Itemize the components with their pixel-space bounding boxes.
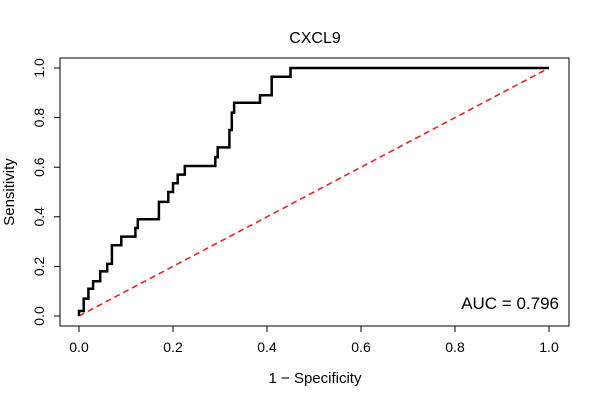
x-tick-label: 0.4 xyxy=(257,339,277,355)
x-tick-label: 0.6 xyxy=(351,339,371,355)
x-axis: 0.0 0.2 0.4 0.6 0.8 1.0 xyxy=(69,325,559,355)
chart-title: CXCL9 xyxy=(289,30,341,47)
x-tick-label: 0.0 xyxy=(69,339,89,355)
roc-curve-line xyxy=(77,66,549,316)
x-tick-label: 0.8 xyxy=(445,339,465,355)
y-tick-label: 0.2 xyxy=(31,256,47,276)
x-axis-label: 1 − Specificity xyxy=(269,370,362,387)
reference-diagonal-line xyxy=(78,67,550,317)
y-tick-label: 0.4 xyxy=(31,207,47,227)
y-tick-label: 1.0 xyxy=(31,58,47,78)
x-tick-label: 0.2 xyxy=(163,339,183,355)
y-axis: 0.0 0.2 0.4 0.6 0.8 1.0 xyxy=(31,58,61,326)
y-tick-label: 0.8 xyxy=(31,108,47,128)
y-tick-label: 0.0 xyxy=(31,306,47,326)
auc-annotation: AUC = 0.796 xyxy=(461,294,559,313)
x-tick-label: 1.0 xyxy=(539,339,559,355)
y-tick-label: 0.6 xyxy=(31,157,47,177)
y-axis-label: Sensitivity xyxy=(1,158,18,226)
